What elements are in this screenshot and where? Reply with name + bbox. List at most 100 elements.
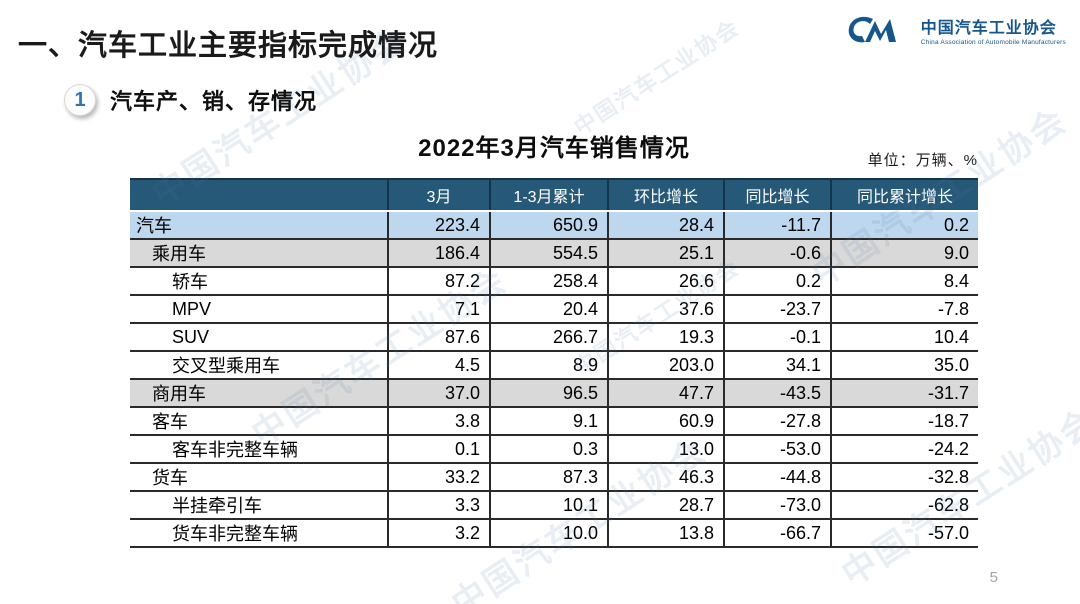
table-row: 轿车 87.2 258.4 26.6 0.2 8.4 (130, 266, 978, 296)
logo-name-cn: 中国汽车工业协会 (920, 19, 1057, 37)
cell-value: -11.7 (723, 210, 832, 240)
cell-value: -24.2 (830, 434, 978, 464)
table-row: 客车 3.8 9.1 60.9 -27.8 -18.7 (130, 406, 978, 436)
cell-value: 37.0 (387, 378, 491, 408)
cell-value: 10.0 (489, 518, 609, 548)
cell-value: 37.6 (607, 294, 725, 324)
cell-value: 87.6 (387, 322, 491, 352)
cell-value: 10.1 (489, 490, 609, 520)
cell-value: -57.0 (830, 518, 978, 548)
cell-value: 650.9 (489, 210, 609, 240)
cell-value: 33.2 (387, 462, 491, 492)
caam-logo-text: 中国汽车工业协会 China Association of Automobile… (921, 19, 1066, 46)
cell-value: 8.9 (489, 350, 609, 380)
column-header: 3月 (387, 178, 491, 212)
row-label: 货车非完整车辆 (130, 518, 389, 548)
cell-value: 0.2 (723, 266, 832, 296)
cell-value: 87.3 (489, 462, 609, 492)
cell-value: -44.8 (723, 462, 832, 492)
cell-value: 0.2 (830, 210, 978, 240)
row-label: SUV (130, 322, 389, 352)
cell-value: 10.4 (830, 322, 978, 352)
cell-value: 28.4 (607, 210, 725, 240)
row-label: 乘用车 (130, 238, 389, 268)
cell-value: 223.4 (387, 210, 491, 240)
table-title: 2022年3月汽车销售情况 (418, 135, 690, 162)
cell-value: 3.2 (387, 518, 491, 548)
cell-value: 9.0 (830, 238, 978, 268)
cell-value: 8.4 (830, 266, 978, 296)
table-row: 半挂牵引车 3.3 10.1 28.7 -73.0 -62.8 (130, 490, 978, 520)
section-heading: 汽车产、销、存情况 (110, 89, 318, 114)
cell-value: 0.3 (489, 434, 609, 464)
cell-value: 3.3 (387, 490, 491, 520)
cell-value: 4.5 (387, 350, 491, 380)
table-row: SUV 87.6 266.7 19.3 -0.1 10.4 (130, 322, 978, 352)
table-row: MPV 7.1 20.4 37.6 -23.7 -7.8 (130, 294, 978, 324)
table-row: 交叉型乘用车 4.5 8.9 203.0 34.1 35.0 (130, 350, 978, 380)
watermark-text: 中国汽车工业协会 (569, 14, 745, 141)
column-header: 同比增长 (723, 178, 832, 212)
logo-name-en: China Association of Automobile Manufact… (920, 38, 1066, 46)
row-label: 货车 (130, 462, 389, 492)
page-number: 5 (989, 569, 998, 586)
cell-value: 19.3 (607, 322, 725, 352)
column-header: 1-3月累计 (489, 178, 609, 212)
section-heading-group: 1 汽车产、销、存情况 (64, 84, 317, 116)
row-label: 汽车 (130, 210, 389, 240)
row-label: 客车 (130, 406, 389, 436)
row-label: MPV (130, 294, 389, 324)
cell-value: 9.1 (489, 406, 609, 436)
row-label: 交叉型乘用车 (130, 350, 389, 380)
cell-value: 35.0 (830, 350, 978, 380)
cell-value: 46.3 (607, 462, 725, 492)
table-header: 3月 1-3月累计 环比增长 同比增长 同比累计增长 (130, 178, 978, 212)
cell-value: -32.8 (830, 462, 978, 492)
cell-value: -43.5 (723, 378, 832, 408)
cell-value: -62.8 (830, 490, 978, 520)
cell-value: 258.4 (489, 266, 609, 296)
cell-value: 60.9 (607, 406, 725, 436)
cell-value: 203.0 (607, 350, 725, 380)
table-row: 货车 33.2 87.3 46.3 -44.8 -32.8 (130, 462, 978, 492)
cell-value: -18.7 (830, 406, 978, 436)
cell-value: -23.7 (723, 294, 832, 324)
column-header: 环比增长 (607, 178, 725, 212)
caam-logo: 中国汽车工业协会 China Association of Automobile… (843, 12, 1066, 52)
cell-value: 186.4 (387, 238, 491, 268)
table-row: 客车非完整车辆 0.1 0.3 13.0 -53.0 -24.2 (130, 434, 978, 464)
cell-value: 3.8 (387, 406, 491, 436)
cell-value: -66.7 (723, 518, 832, 548)
row-label: 半挂牵引车 (130, 490, 389, 520)
row-label: 客车非完整车辆 (130, 434, 389, 464)
cell-value: 28.7 (607, 490, 725, 520)
cell-value: -0.6 (723, 238, 832, 268)
cell-value: 7.1 (387, 294, 491, 324)
section-number-badge: 1 (64, 84, 96, 116)
cell-value: 87.2 (387, 266, 491, 296)
cell-value: 554.5 (489, 238, 609, 268)
cell-value: 96.5 (489, 378, 609, 408)
cell-value: -0.1 (723, 322, 832, 352)
cell-value: 25.1 (607, 238, 725, 268)
unit-label: 单位：万辆、% (867, 152, 978, 169)
cell-value: -73.0 (723, 490, 832, 520)
cell-value: 20.4 (489, 294, 609, 324)
cell-value: 266.7 (489, 322, 609, 352)
row-label: 轿车 (130, 266, 389, 296)
table-row: 乘用车 186.4 554.5 25.1 -0.6 9.0 (130, 238, 978, 268)
cell-value: -53.0 (723, 434, 832, 464)
table-row: 汽车 223.4 650.9 28.4 -11.7 0.2 (130, 210, 978, 240)
caam-logo-icon (848, 16, 896, 43)
sales-table: 3月 1-3月累计 环比增长 同比增长 同比累计增长 汽车 223.4 650.9 28.4-… (130, 178, 978, 548)
cell-value: 34.1 (723, 350, 832, 380)
cell-value: 26.6 (607, 266, 725, 296)
cell-value: -27.8 (723, 406, 832, 436)
cell-value: 47.7 (607, 378, 725, 408)
table-row: 商用车 37.0 96.5 47.7 -43.5 -31.7 (130, 378, 978, 408)
cell-value: -7.8 (830, 294, 978, 324)
table-row: 货车非完整车辆 3.2 10.0 13.8 -66.7 -57.0 (130, 518, 978, 548)
cell-value: 0.1 (387, 434, 491, 464)
column-header (130, 178, 389, 212)
